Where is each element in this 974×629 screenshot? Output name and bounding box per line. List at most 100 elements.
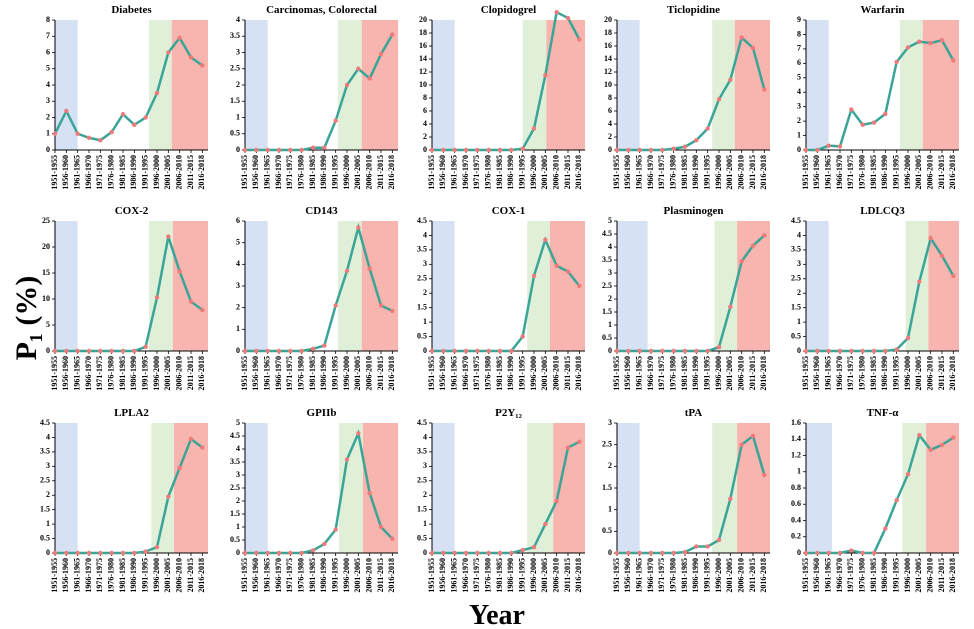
x-tick-label: 1966-1970 [461, 155, 470, 190]
x-tick-label: 2006-2010 [551, 558, 560, 593]
data-point [254, 550, 259, 556]
x-tick-label: 1986-1990 [880, 558, 889, 593]
x-tick-label: 1971-1975 [285, 155, 294, 190]
x-tick-label: 2011-2015 [937, 558, 946, 592]
data-point [826, 550, 831, 556]
x-tick-label: 2016-2018 [759, 558, 768, 593]
y-tick-label: 8 [46, 15, 50, 24]
y-tick-label: 2 [236, 496, 240, 505]
x-tick-label: 2011-2015 [186, 155, 195, 189]
data-point [429, 550, 435, 556]
x-tick-label: 1961-1965 [449, 155, 458, 190]
y-tick-label: 1 [236, 112, 240, 121]
data-point [143, 549, 148, 554]
data-point [917, 279, 922, 284]
y-tick-label: 5 [236, 418, 240, 427]
data-point [728, 77, 733, 83]
x-tick-label: 1996-2000 [529, 356, 538, 391]
data-point [367, 76, 372, 81]
x-tick-label: 1986-1990 [319, 558, 328, 593]
data-point [614, 147, 620, 153]
era-band [527, 423, 554, 553]
data-point [276, 147, 282, 153]
x-tick-label: 2001-2005 [163, 155, 172, 190]
data-point [509, 550, 514, 556]
data-point [905, 335, 911, 341]
y-tick-label: 4.5 [417, 418, 427, 427]
y-tick-label: 4 [423, 119, 427, 128]
data-point [132, 122, 137, 128]
data-point [333, 118, 338, 123]
data-point [52, 550, 58, 556]
data-point [543, 237, 548, 242]
x-tick-label: 1961-1965 [262, 558, 271, 593]
data-point [626, 147, 631, 153]
data-point [917, 432, 922, 438]
data-point [728, 304, 733, 309]
data-point [475, 348, 480, 354]
data-point [143, 115, 148, 120]
data-point [694, 544, 699, 549]
x-tick-label: 2011-2015 [376, 155, 385, 189]
y-tick-label: 0 [423, 145, 427, 154]
era-band [245, 423, 268, 553]
data-point [682, 144, 688, 149]
era-band [361, 20, 398, 150]
y-tick-label: 1 [46, 519, 50, 528]
data-point [917, 39, 922, 44]
x-tick-label: 1951-1955 [612, 356, 621, 391]
x-tick-label: 1951-1955 [427, 356, 436, 391]
data-point [98, 138, 103, 143]
x-tick-label: 1951-1955 [50, 558, 59, 593]
y-tick-label: 0.6 [791, 499, 801, 508]
x-tick-label: 1951-1955 [50, 155, 59, 190]
y-tick-label: 3 [46, 96, 50, 105]
data-point [242, 348, 248, 354]
y-tick-label: 4.5 [230, 431, 240, 440]
x-tick-label: 1981-1985 [308, 155, 317, 190]
data-point [554, 10, 559, 15]
data-point [660, 550, 665, 556]
x-tick-label: 1976-1980 [296, 356, 305, 391]
x-tick-label: 1971-1975 [657, 155, 666, 190]
x-tick-label: 1951-1955 [240, 155, 249, 190]
data-point [860, 550, 865, 556]
x-tick-label: 1986-1990 [880, 155, 889, 190]
x-tick-label: 2016-2018 [574, 155, 583, 190]
panel: GPIIb 0 0.5 1 1.5 2 2.5 3 3.5 4 4.5 5 1951-1955 1956-… [230, 407, 398, 593]
x-tick-label: 1971-1975 [657, 356, 666, 391]
x-tick-label: 1996-2000 [714, 558, 723, 593]
y-tick-label: 5 [46, 64, 50, 73]
y-tick-label: 1 [423, 317, 427, 326]
y-tick-label: 16 [419, 41, 427, 50]
x-tick-label: 1956-1960 [61, 356, 70, 391]
y-tick-label: 2.5 [602, 281, 612, 290]
x-tick-label: 1981-1985 [495, 558, 504, 593]
y-tick-label: 1 [608, 504, 612, 513]
data-point [739, 259, 744, 264]
x-tick-label: 1981-1985 [495, 356, 504, 391]
x-tick-label: 1971-1975 [472, 155, 481, 190]
y-tick-label: 4 [608, 242, 612, 251]
y-tick-label: 4 [236, 259, 240, 268]
x-tick-label: 2001-2005 [353, 356, 362, 391]
y-tick-label: 3.5 [230, 31, 240, 40]
x-tick-label: 2001-2005 [914, 155, 923, 190]
x-tick-label: 1981-1985 [869, 155, 878, 190]
x-tick-label: 1956-1960 [623, 155, 632, 190]
data-point [242, 550, 248, 556]
y-tick-label: 1.5 [602, 307, 612, 316]
data-point [739, 35, 744, 40]
x-tick-label: 2016-2018 [574, 558, 583, 593]
data-point [265, 147, 270, 153]
data-point [520, 146, 525, 151]
x-tick-label: 1996-2000 [714, 155, 723, 190]
data-point [648, 550, 654, 556]
data-point [705, 126, 710, 131]
x-tick-label: 1966-1970 [835, 356, 844, 391]
x-tick-label: 1971-1975 [472, 356, 481, 391]
y-tick-label: 3.5 [417, 447, 427, 456]
x-tick-label: 1956-1960 [438, 558, 447, 593]
data-point [288, 550, 293, 556]
x-tick-label: 1981-1985 [680, 155, 689, 190]
